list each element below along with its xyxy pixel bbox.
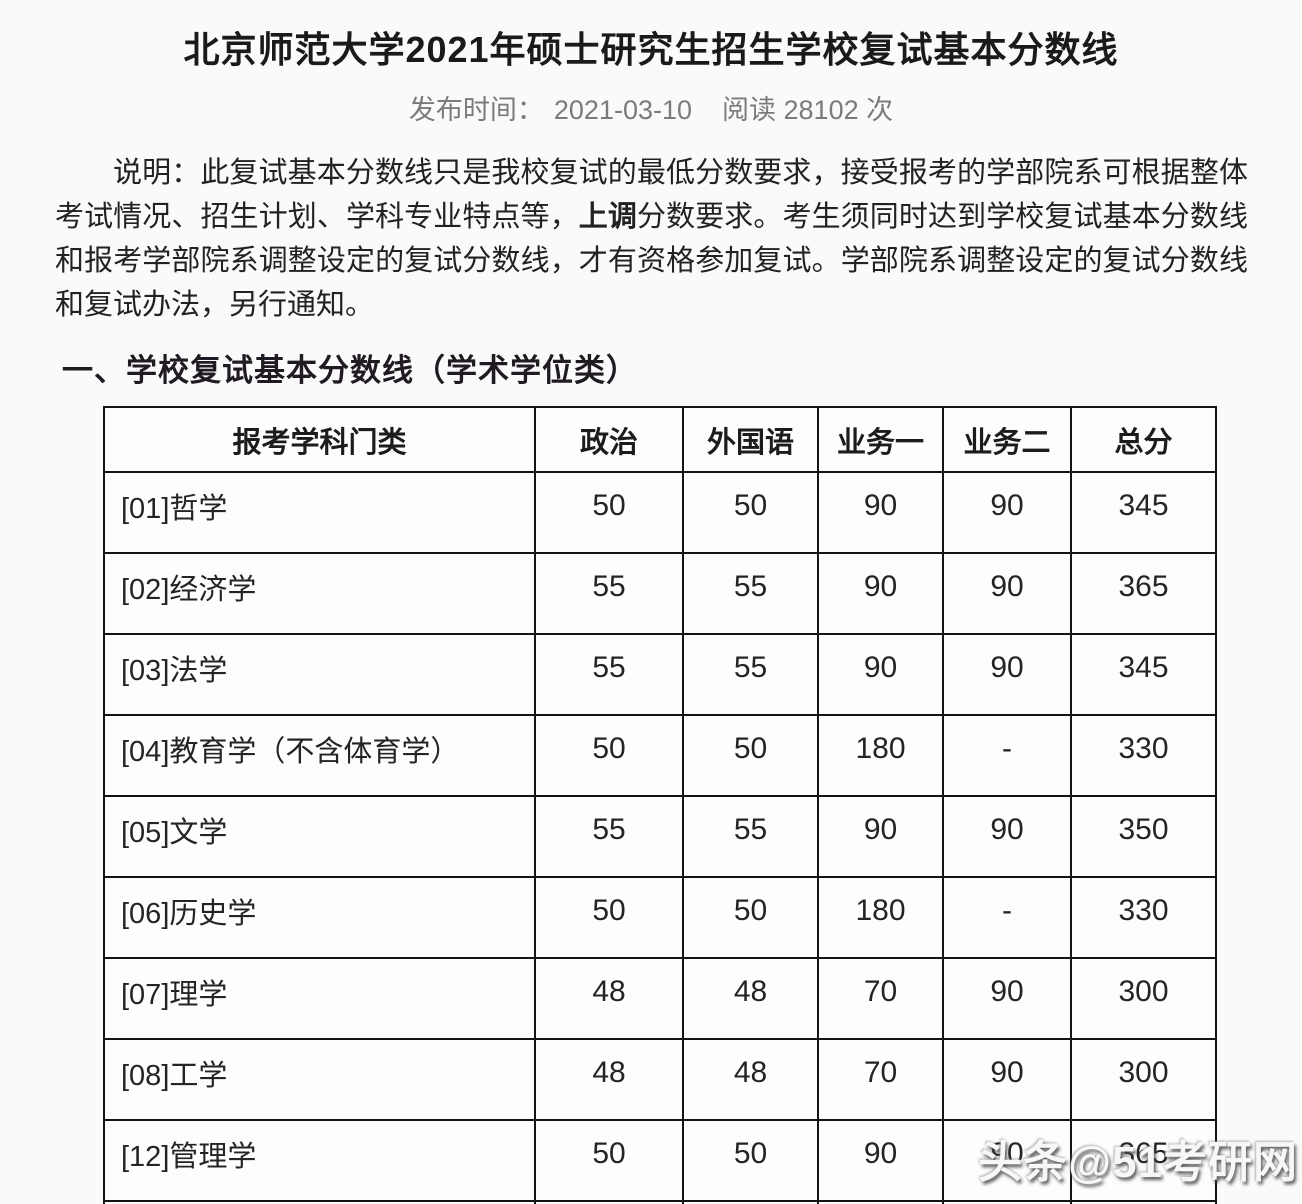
- watermark-label: 头条@51考研网: [978, 1138, 1298, 1187]
- score-cell: 70: [817, 1038, 944, 1121]
- section-heading: 一、学校复试基本分数线（学术学位类）: [62, 353, 638, 388]
- score-cell: 180: [817, 714, 944, 797]
- score-cell: 350: [1070, 795, 1217, 878]
- score-cell: 50: [682, 1200, 819, 1204]
- column-header-category: 报考学科门类: [103, 406, 536, 473]
- score-cell: 90: [817, 795, 944, 878]
- table-row: [08]工学 48 48 70 90 300: [103, 1038, 1217, 1121]
- score-cell: 48: [682, 957, 819, 1040]
- category-cell: [02]经济学: [103, 552, 536, 635]
- score-cell: -: [942, 876, 1072, 959]
- published-date: 2021-03-10: [553, 95, 693, 125]
- score-cell: 90: [942, 795, 1072, 878]
- score-cell: 90: [942, 957, 1072, 1040]
- score-cell: 50: [682, 1119, 819, 1202]
- column-header-foreign-language: 外国语: [682, 406, 819, 473]
- score-cell: 180: [817, 876, 944, 959]
- score-cell: 90: [817, 1200, 944, 1204]
- score-cell: 90: [942, 633, 1072, 716]
- table-row: [06]历史学 50 50 180 - 330: [103, 876, 1217, 959]
- score-cell: 90: [817, 1119, 944, 1202]
- category-cell: [04]教育学（不含体育学）: [103, 714, 536, 797]
- column-header-politics: 政治: [534, 406, 684, 473]
- score-cell: 90: [817, 552, 944, 635]
- score-cell: 90: [817, 633, 944, 716]
- category-cell: [03]法学: [103, 633, 536, 716]
- score-cell: 55: [534, 552, 684, 635]
- category-cell: [12]管理学: [103, 1119, 536, 1202]
- score-cell: 90: [942, 471, 1072, 554]
- table-row: [13]艺术学 50 50 90 90 350: [103, 1200, 1217, 1204]
- table-row: [01]哲学 50 50 90 90 345: [103, 471, 1217, 554]
- views-count: 阅读 28102 次: [722, 95, 894, 125]
- table-header-row: 报考学科门类 政治 外国语 业务一 业务二 总分: [103, 406, 1217, 473]
- score-cell: 90: [942, 1200, 1072, 1204]
- score-cell: 50: [682, 714, 819, 797]
- score-cell: 90: [942, 552, 1072, 635]
- score-cell: 55: [682, 552, 819, 635]
- score-cell: 55: [534, 633, 684, 716]
- table-row: [05]文学 55 55 90 90 350: [103, 795, 1217, 878]
- column-header-major1: 业务一: [817, 406, 944, 473]
- score-cell: 345: [1070, 633, 1217, 716]
- score-cell: 55: [682, 633, 819, 716]
- score-cell: 365: [1070, 1119, 1217, 1202]
- score-cell: 350: [1070, 1200, 1217, 1204]
- score-cell: 50: [534, 714, 684, 797]
- table-row: [02]经济学 55 55 90 90 365: [103, 552, 1217, 635]
- category-cell: [05]文学: [103, 795, 536, 878]
- notice-paragraph: 说明：此复试基本分数线只是我校复试的最低分数要求，接受报考的学部院系可根据整体考…: [55, 151, 1248, 327]
- score-cell: 330: [1070, 714, 1217, 797]
- score-cell: 48: [534, 957, 684, 1040]
- table-row: [04]教育学（不含体育学） 50 50 180 - 330: [103, 714, 1217, 797]
- score-cell: 90: [817, 471, 944, 554]
- published-label: 发布时间：: [408, 95, 544, 125]
- table-row: [03]法学 55 55 90 90 345: [103, 633, 1217, 716]
- score-cell: 50: [682, 876, 819, 959]
- score-cell: 50: [534, 1200, 684, 1204]
- score-cell: -: [942, 714, 1072, 797]
- notice-tail: 分数要求。考生须同时达到学校复试基本分数线和报考学部院系调整设定的复试分数线，才…: [55, 201, 1248, 321]
- category-cell: [07]理学: [103, 957, 536, 1040]
- score-cell: 300: [1070, 1038, 1217, 1121]
- table-row: [12]管理学 50 50 90 90 365: [103, 1119, 1217, 1202]
- score-cell: 330: [1070, 876, 1217, 959]
- score-cell: 50: [534, 471, 684, 554]
- score-cell: 90: [942, 1119, 1072, 1202]
- score-cell: 48: [682, 1038, 819, 1121]
- score-cell: 50: [534, 1119, 684, 1202]
- score-cell: 300: [1070, 957, 1217, 1040]
- score-cell: 365: [1070, 552, 1217, 635]
- page-title: 北京师范大学2021年硕士研究生招生学校复试基本分数线: [183, 29, 1119, 70]
- notice-lead: 说明：此复试基本分数线只是我校复试的最低分数要求，接受报考的学部院系可根据整体考…: [55, 157, 1248, 233]
- column-header-major2: 业务二: [942, 406, 1072, 473]
- category-cell: [01]哲学: [103, 471, 536, 554]
- notice-emphasis: 上调: [578, 201, 637, 233]
- score-cell: 55: [534, 795, 684, 878]
- article-meta: 发布时间： 2021-03-10 阅读 28102 次: [0, 88, 1302, 127]
- score-cell: 90: [942, 1038, 1072, 1121]
- column-header-total: 总分: [1070, 406, 1217, 473]
- score-cell: 55: [682, 795, 819, 878]
- category-cell: [06]历史学: [103, 876, 536, 959]
- score-cell: 50: [534, 876, 684, 959]
- score-cell: 48: [534, 1038, 684, 1121]
- score-cell: 345: [1070, 471, 1217, 554]
- category-cell: [13]艺术学: [103, 1200, 536, 1204]
- score-cell: 50: [682, 471, 819, 554]
- score-cell: 70: [817, 957, 944, 1040]
- category-cell: [08]工学: [103, 1038, 536, 1121]
- score-table: 报考学科门类 政治 外国语 业务一 业务二 总分 [01]哲学 50 50 90…: [103, 406, 1217, 1204]
- table-row: [07]理学 48 48 70 90 300: [103, 957, 1217, 1040]
